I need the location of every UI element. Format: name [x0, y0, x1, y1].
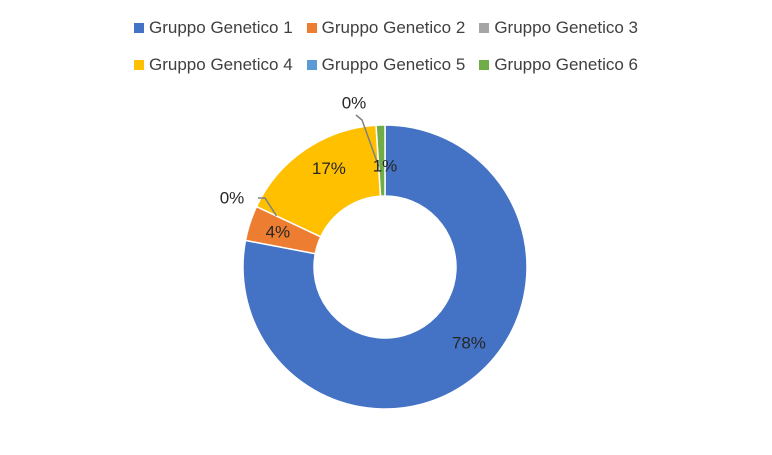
legend-label-gruppo-1: Gruppo Genetico 1: [149, 18, 293, 37]
legend-row-1: Gruppo Genetico 1 Gruppo Genetico 2 Grup…: [0, 18, 772, 38]
leader-line-gruppo-3: [258, 197, 278, 217]
legend-item-gruppo-3: Gruppo Genetico 3: [479, 18, 638, 38]
leader-line-gruppo-5: [355, 114, 380, 167]
data-label-gruppo-4: 17%: [312, 159, 346, 178]
legend-item-gruppo-5: Gruppo Genetico 5: [306, 55, 466, 75]
legend-item-gruppo-6: Gruppo Genetico 6: [479, 55, 638, 75]
data-label-gruppo-3: 0%: [220, 188, 245, 207]
data-label-gruppo-6: 1%: [373, 156, 398, 175]
legend-swatch-gruppo-6: [479, 60, 490, 70]
legend-swatch-gruppo-4: [134, 60, 145, 70]
legend-item-gruppo-1: Gruppo Genetico 1: [134, 18, 293, 38]
legend-label-gruppo-5: Gruppo Genetico 5: [321, 55, 466, 74]
legend-label-gruppo-4: Gruppo Genetico 4: [149, 55, 293, 74]
slice-gruppo-4: [255, 124, 382, 238]
legend-label-gruppo-6: Gruppo Genetico 6: [494, 55, 638, 74]
legend-swatch-gruppo-5: [306, 60, 317, 70]
legend-swatch-gruppo-2: [306, 23, 317, 33]
legend-item-gruppo-4: Gruppo Genetico 4: [134, 55, 293, 75]
legend-label-gruppo-3: Gruppo Genetico 3: [494, 18, 638, 37]
legend-item-gruppo-2: Gruppo Genetico 2: [306, 18, 466, 38]
legend-row-2: Gruppo Genetico 4 Gruppo Genetico 5 Grup…: [0, 55, 772, 75]
data-label-gruppo-1: 78%: [452, 334, 486, 353]
data-label-gruppo-2: 4%: [266, 223, 291, 242]
data-label-gruppo-5: 0%: [342, 93, 367, 112]
legend-label-gruppo-2: Gruppo Genetico 2: [321, 18, 466, 37]
legend-swatch-gruppo-1: [134, 23, 145, 33]
slice-gruppo-6: [375, 124, 386, 197]
legend-swatch-gruppo-3: [479, 23, 490, 33]
slice-gruppo-1: [242, 124, 528, 410]
